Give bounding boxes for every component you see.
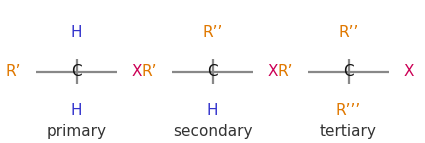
Text: R’: R’ [142, 64, 157, 79]
Text: X: X [404, 64, 414, 79]
Text: R’’’: R’’’ [336, 103, 361, 118]
Text: H: H [71, 25, 82, 40]
Text: H: H [207, 103, 218, 118]
Text: tertiary: tertiary [320, 124, 377, 139]
Text: R’’: R’’ [338, 25, 359, 40]
Text: C: C [207, 64, 218, 79]
Text: R’: R’ [278, 64, 293, 79]
Text: X: X [132, 64, 142, 79]
Text: H: H [71, 103, 82, 118]
Text: X: X [268, 64, 278, 79]
Text: primary: primary [46, 124, 107, 139]
Text: C: C [71, 64, 82, 79]
Text: R’’: R’’ [202, 25, 223, 40]
Text: R’: R’ [6, 64, 21, 79]
Text: C: C [343, 64, 354, 79]
Text: secondary: secondary [173, 124, 252, 139]
